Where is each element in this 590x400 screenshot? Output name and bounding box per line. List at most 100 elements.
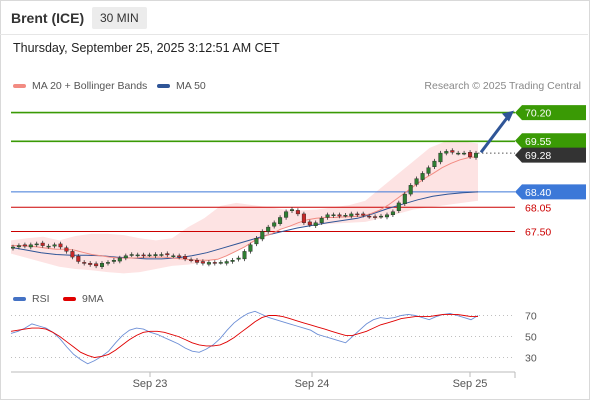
- candle-body: [236, 257, 241, 260]
- candle-body: [408, 185, 413, 195]
- candle-body: [46, 245, 51, 248]
- candle-body: [266, 226, 271, 232]
- chart-header: Brent (ICE) 30 MIN: [0, 0, 588, 35]
- candle-body: [111, 260, 116, 262]
- legend-9ma-label: 9MA: [82, 293, 104, 305]
- candle-body: [373, 216, 378, 218]
- candle-body: [444, 151, 449, 154]
- candle-body: [76, 256, 81, 262]
- candle-body: [224, 261, 229, 264]
- candle-body: [105, 262, 110, 264]
- candle-body: [260, 231, 265, 240]
- candle-body: [147, 254, 152, 257]
- ma20-line: [11, 156, 479, 261]
- candle-body: [385, 214, 390, 218]
- candle-body: [200, 261, 205, 264]
- candle-body: [218, 262, 223, 264]
- level-tag-bg-70.20: [515, 105, 586, 121]
- candle-body: [402, 193, 407, 205]
- level-tag-bg-69.55: [515, 133, 586, 149]
- candle-body: [28, 244, 33, 248]
- level-label-69.28: 69.28: [525, 150, 551, 162]
- candle-body: [171, 255, 176, 258]
- candle-body: [117, 257, 122, 262]
- candle-body: [153, 254, 158, 256]
- candle-body: [64, 247, 69, 252]
- candle-body: [278, 217, 283, 224]
- candle-body: [165, 253, 170, 256]
- candle-body: [212, 262, 217, 264]
- candle-body: [301, 213, 306, 223]
- candle-body: [426, 167, 431, 174]
- chart-datetime: Thursday, September 25, 2025 3:12:51 AM …: [13, 41, 280, 55]
- projection-arrow-shaft: [479, 115, 510, 154]
- candle-body: [129, 254, 134, 256]
- candle-body: [194, 260, 199, 263]
- rsi-tick-30: 30: [525, 353, 537, 365]
- candle-body: [367, 215, 372, 218]
- candle-body: [313, 222, 318, 226]
- rsi-series-9ma: [10, 313, 478, 358]
- level-tag-68.05: 68.05: [525, 202, 551, 214]
- candle-body: [135, 254, 140, 257]
- level-label-68.40: 68.40: [525, 187, 551, 199]
- x-tick-label: Sep 24: [295, 378, 330, 390]
- candle-body: [272, 222, 277, 227]
- legend-ma50: MA 50: [157, 80, 206, 92]
- candle-body: [99, 263, 104, 267]
- level-tag-68.40: 68.40: [515, 184, 586, 200]
- candles: [10, 148, 479, 269]
- rsi-tick-70: 70: [525, 311, 537, 323]
- candle-body: [414, 178, 419, 185]
- candle-body: [290, 209, 295, 211]
- candle-body: [307, 221, 312, 226]
- timeframe-badge[interactable]: 30 MIN: [92, 7, 147, 29]
- candle-body: [34, 243, 39, 246]
- candle-body: [123, 255, 128, 259]
- candle-body: [432, 160, 437, 168]
- legend-9ma: 9MA: [63, 293, 104, 305]
- candle-body: [450, 150, 455, 153]
- ma20-swatch: [13, 84, 26, 88]
- candle-body: [40, 242, 45, 246]
- level-tag-69.28: 69.28: [515, 147, 586, 163]
- x-tick-label: Sep 25: [453, 378, 488, 390]
- candle-body: [295, 210, 300, 215]
- candle-body: [343, 214, 348, 217]
- instrument-title: Brent (ICE): [11, 10, 85, 26]
- candle-body: [58, 243, 63, 248]
- candle-body: [396, 202, 401, 211]
- candle-body: [177, 255, 182, 258]
- level-label-70.20: 70.20: [525, 108, 551, 120]
- level-label-67.50: 67.50: [525, 227, 551, 239]
- candle-body: [325, 214, 330, 218]
- x-tick-label: Sep 23: [133, 378, 168, 390]
- candle-body: [88, 263, 93, 265]
- candle-body: [52, 244, 57, 247]
- rsi-tick-50: 50: [525, 332, 537, 344]
- legend-ma50-label: MA 50: [176, 80, 206, 92]
- candle-body: [183, 256, 188, 260]
- candle-body: [379, 215, 384, 218]
- candle-body: [319, 218, 324, 223]
- candle-body: [468, 152, 473, 157]
- level-label-69.55: 69.55: [525, 136, 551, 148]
- candle-body: [16, 245, 21, 248]
- candle-body: [438, 152, 443, 163]
- level-tag-69.55: 69.55: [515, 133, 586, 149]
- legend-ma20: MA 20 + Bollinger Bands: [13, 80, 147, 92]
- level-tag-bg-69.28: [515, 147, 586, 163]
- candle-body: [230, 260, 235, 262]
- candle-body: [462, 152, 467, 155]
- candle-body: [10, 246, 15, 249]
- ma50-swatch: [157, 84, 170, 88]
- legend-rsi-label: RSI: [32, 293, 50, 305]
- candle-body: [242, 251, 247, 260]
- candle-body: [206, 262, 211, 265]
- candle-body: [474, 152, 479, 158]
- candle-body: [456, 152, 461, 155]
- candle-body: [70, 251, 75, 258]
- candle-body: [141, 254, 146, 257]
- candle-body: [159, 254, 164, 256]
